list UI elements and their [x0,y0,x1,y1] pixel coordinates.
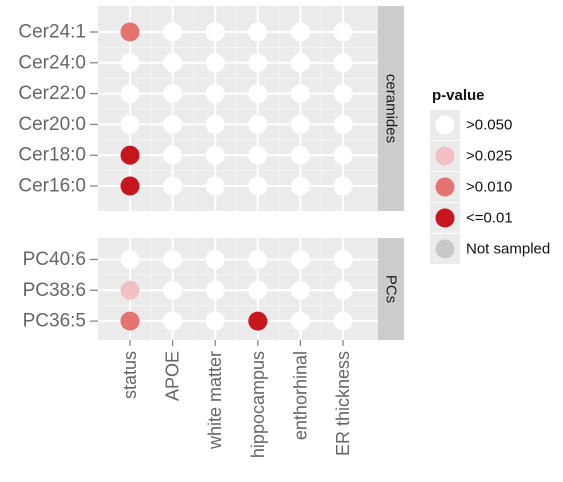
legend-label: Not sampled [466,241,550,258]
x-tick-label-apoe: APOE [163,351,183,401]
point-cer20-0-enthorhinal [290,114,310,134]
point-cer24-1-white-matter [205,22,225,42]
point-pc40-6-white-matter [205,250,225,269]
legend-entry-0-010: >0.010 [430,172,512,202]
point-cer24-1-hippocampus [248,22,268,42]
legend-key-swatch [435,239,455,259]
point-cer24-1-apoe [163,22,183,42]
point-cer22-0-er-thickness [333,84,353,104]
legend-entry-0-050: >0.050 [430,110,512,140]
point-cer24-1-status [120,22,140,42]
point-pc38-6-hippocampus [248,280,268,300]
point-cer24-0-status [120,53,140,73]
point-pc38-6-er-thickness [333,280,353,300]
x-axis-tick-labels: status APOE white matter hippocampus enthorh… [120,340,353,458]
y-tick-label-cer20-0: Cer20:0 [18,114,86,135]
x-tick-label-er-thickness: ER thickness [333,351,353,456]
point-cer22-0-hippocampus [248,84,268,104]
y-tick-label-cer24-0: Cer24:0 [18,52,86,73]
point-cer18-0-white-matter [205,145,225,165]
x-tick-label-hippocampus: hippocampus [248,351,268,458]
point-cer24-1-enthorhinal [290,22,310,42]
legend-label: >0.025 [466,148,512,165]
point-cer22-0-white-matter [205,84,225,104]
point-cer20-0-er-thickness [333,114,353,134]
point-pc36-5-er-thickness [333,311,353,331]
panel-background [98,238,378,340]
point-cer20-0-status [120,114,140,134]
facet-strip-label: ceramides [383,74,400,143]
point-cer20-0-apoe [163,114,183,134]
point-cer24-1-er-thickness [333,22,353,42]
point-pc40-6-apoe [163,250,183,269]
point-cer18-0-er-thickness [333,145,353,165]
point-cer18-0-enthorhinal [290,145,310,165]
point-pc40-6-enthorhinal [290,250,310,269]
point-pc38-6-enthorhinal [290,280,310,300]
point-cer16-0-er-thickness [333,176,353,196]
point-cer16-0-apoe [163,176,183,196]
y-tick-label-cer18-0: Cer18:0 [18,145,86,166]
point-pc38-6-status [120,280,140,300]
legend-key-swatch [435,208,455,228]
point-cer24-0-apoe [163,53,183,73]
legend-label: >0.010 [466,179,512,196]
legend: p-value >0.050 >0.025 >0.010 <=0.01 Not samp… [430,87,550,264]
point-pc38-6-apoe [163,280,183,300]
point-pc40-6-hippocampus [248,250,268,269]
point-cer24-0-enthorhinal [290,53,310,73]
point-pc36-5-apoe [163,311,183,331]
point-pc38-6-white-matter [205,280,225,300]
point-cer22-0-apoe [163,84,183,104]
legend-key-swatch [435,115,455,135]
y-tick-label-pc38-6: PC38:6 [23,280,86,301]
point-pc36-5-white-matter [205,311,225,331]
legend-title: p-value [432,87,485,104]
facet-panels: ceramides Cer24:1 Cer24:0 Cer22:0 Cer20:0 Cer… [18,6,404,340]
x-tick-label-enthorhinal: enthorhinal [290,351,310,440]
point-cer22-0-enthorhinal [290,84,310,104]
point-pc40-6-er-thickness [333,250,353,269]
legend-entry-0-01: <=0.01 [430,203,513,233]
legend-entry-0-025: >0.025 [430,141,512,171]
point-pc36-5-hippocampus [248,311,268,331]
legend-keys: >0.050 >0.025 >0.010 <=0.01 Not sampled [430,110,550,264]
point-pc36-5-enthorhinal [290,311,310,331]
legend-label: >0.050 [466,117,512,134]
y-tick-label-cer16-0: Cer16:0 [18,176,86,197]
point-cer16-0-status [120,176,140,196]
y-tick-label-cer24-1: Cer24:1 [18,22,86,43]
facet-ceramides: ceramides Cer24:1 Cer24:0 Cer22:0 Cer20:0 Cer… [18,6,404,211]
point-pc40-6-status [120,250,140,269]
point-cer24-0-hippocampus [248,53,268,73]
point-cer16-0-enthorhinal [290,176,310,196]
point-cer24-0-white-matter [205,53,225,73]
facet-strip-label: PCs [383,275,400,303]
facet-strip [378,238,404,340]
point-cer16-0-hippocampus [248,176,268,196]
point-cer20-0-hippocampus [248,114,268,134]
legend-entry-not-sampled: Not sampled [430,234,550,264]
point-cer18-0-apoe [163,145,183,165]
y-tick-label-pc40-6: PC40:6 [23,249,86,270]
point-cer18-0-hippocampus [248,145,268,165]
legend-key-swatch [435,177,455,197]
point-pc36-5-status [120,311,140,331]
y-tick-label-pc36-5: PC36:5 [23,311,86,332]
point-cer16-0-white-matter [205,176,225,196]
point-cer18-0-status [120,145,140,165]
point-cer22-0-status [120,84,140,104]
facet-pcs: PCs PC40:6 PC38:6 PC36:5 [23,238,404,340]
facet-strip [378,6,404,211]
y-tick-label-cer22-0: Cer22:0 [18,83,86,104]
legend-label: <=0.01 [466,210,513,227]
x-tick-label-white-matter: white matter [205,351,225,450]
point-cer20-0-white-matter [205,114,225,134]
legend-key-swatch [435,146,455,166]
point-cer24-0-er-thickness [333,53,353,73]
x-tick-label-status: status [120,351,140,399]
